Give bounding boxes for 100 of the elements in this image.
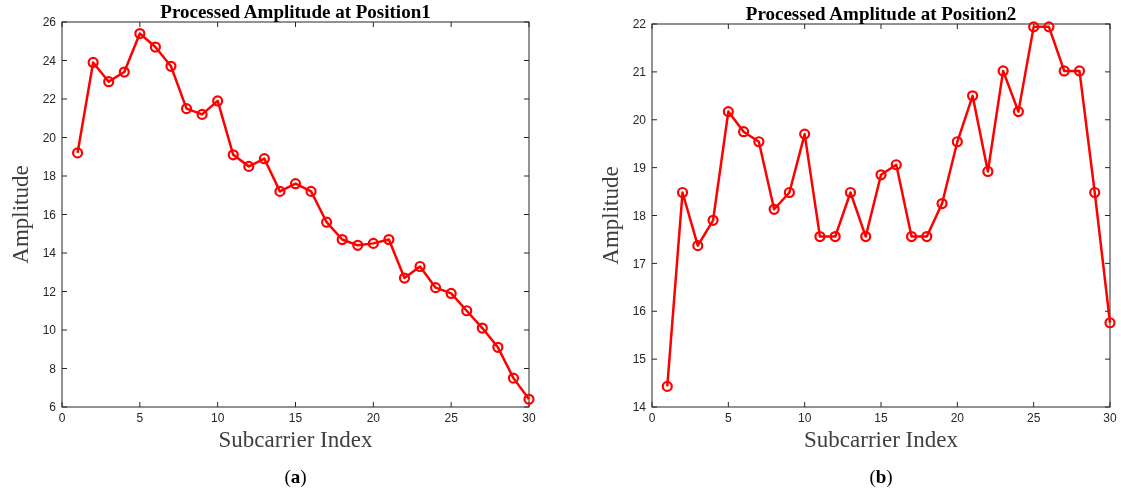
point [844,186,857,199]
x-tick-label: 25 [1026,411,1041,425]
y-tick-label: 15 [632,352,647,367]
point [321,216,333,228]
x-tick-label: 30 [522,411,536,425]
point [753,136,765,148]
x-tick-label: 20 [366,411,381,425]
point [134,27,146,40]
y-tick-label: 18 [632,208,647,223]
y-tick-label: 14 [42,246,57,261]
x-axis-title: Subcarrier Index [804,427,959,452]
point [890,159,902,171]
point [103,76,115,88]
point [1058,65,1070,77]
x-tick-label: 0 [58,411,66,425]
text: (b) [869,466,893,488]
point [118,66,130,78]
y-tick-label: 14 [632,400,647,415]
point [149,41,161,53]
x-tick-label: 25 [444,411,459,425]
point [71,147,84,159]
y-tick-label: 24 [42,53,57,68]
point [87,56,99,69]
x-tick-label: 10 [210,411,225,425]
point [523,393,535,405]
y-tick-label: 17 [632,256,647,271]
point [1073,65,1086,77]
point [692,240,704,252]
y-tick-label: 10 [42,323,57,338]
point [430,282,442,294]
y-tick-label: 20 [632,112,647,127]
point [243,160,255,172]
point [165,60,177,72]
point [383,233,395,246]
point [799,128,811,140]
point [921,230,933,243]
y-axis-title: Amplitude [8,165,33,264]
point [1089,186,1101,199]
y-tick-label: 12 [42,284,57,299]
point [507,372,520,384]
point [967,90,979,102]
x-tick-label: 10 [797,411,812,425]
point [336,233,348,246]
x-tick-label: 15 [288,411,303,425]
point [212,95,224,107]
point [274,185,286,197]
y-tick-label: 22 [632,17,647,32]
y-axis-title: Amplitude [598,166,623,265]
x-tick-label: 5 [724,411,732,425]
point [1043,21,1055,33]
y-tick-label: 16 [42,207,57,222]
y-tick-label: 6 [49,400,57,415]
y-tick-label: 18 [42,169,57,184]
point [768,203,780,215]
point [196,108,208,120]
point [1012,106,1024,118]
point [1104,317,1116,329]
point [367,237,379,249]
x-tick-label: 30 [1103,411,1117,425]
y-tick-label: 19 [632,160,647,175]
point [875,169,887,181]
y-tick-label: 20 [42,130,57,145]
point [305,185,317,197]
point [289,178,302,190]
point [707,214,719,226]
chart-title: Processed Amplitude at Position2 [745,3,1017,24]
y-tick-label: 21 [632,65,647,80]
point [492,341,504,353]
y-tick-label: 8 [49,361,57,376]
point [738,126,750,138]
point [783,186,795,199]
y-tick-label: 22 [42,92,57,107]
point [676,186,689,199]
text: (a) [284,466,307,488]
y-tick-label: 16 [632,304,647,319]
point [258,153,270,165]
point [398,272,411,284]
point [1028,21,1040,33]
point [461,305,473,317]
point [722,106,734,118]
point [414,260,426,273]
point [936,197,948,210]
point [905,230,918,243]
y-tick-label: 26 [42,15,57,30]
point [860,230,872,243]
point [352,239,364,251]
point [814,230,826,243]
point [997,65,1009,77]
point [661,380,673,393]
point [982,165,994,178]
point [951,136,963,148]
x-tick-label: 15 [874,411,888,425]
x-tick-label: 5 [136,411,144,425]
point [180,103,193,115]
x-tick-label: 20 [950,411,965,425]
chart-title: Processed Amplitude at Position1 [160,1,431,22]
x-axis-title: Subcarrier Index [218,427,373,452]
x-tick-label: 0 [648,411,656,425]
point [445,287,457,300]
point [227,149,239,161]
